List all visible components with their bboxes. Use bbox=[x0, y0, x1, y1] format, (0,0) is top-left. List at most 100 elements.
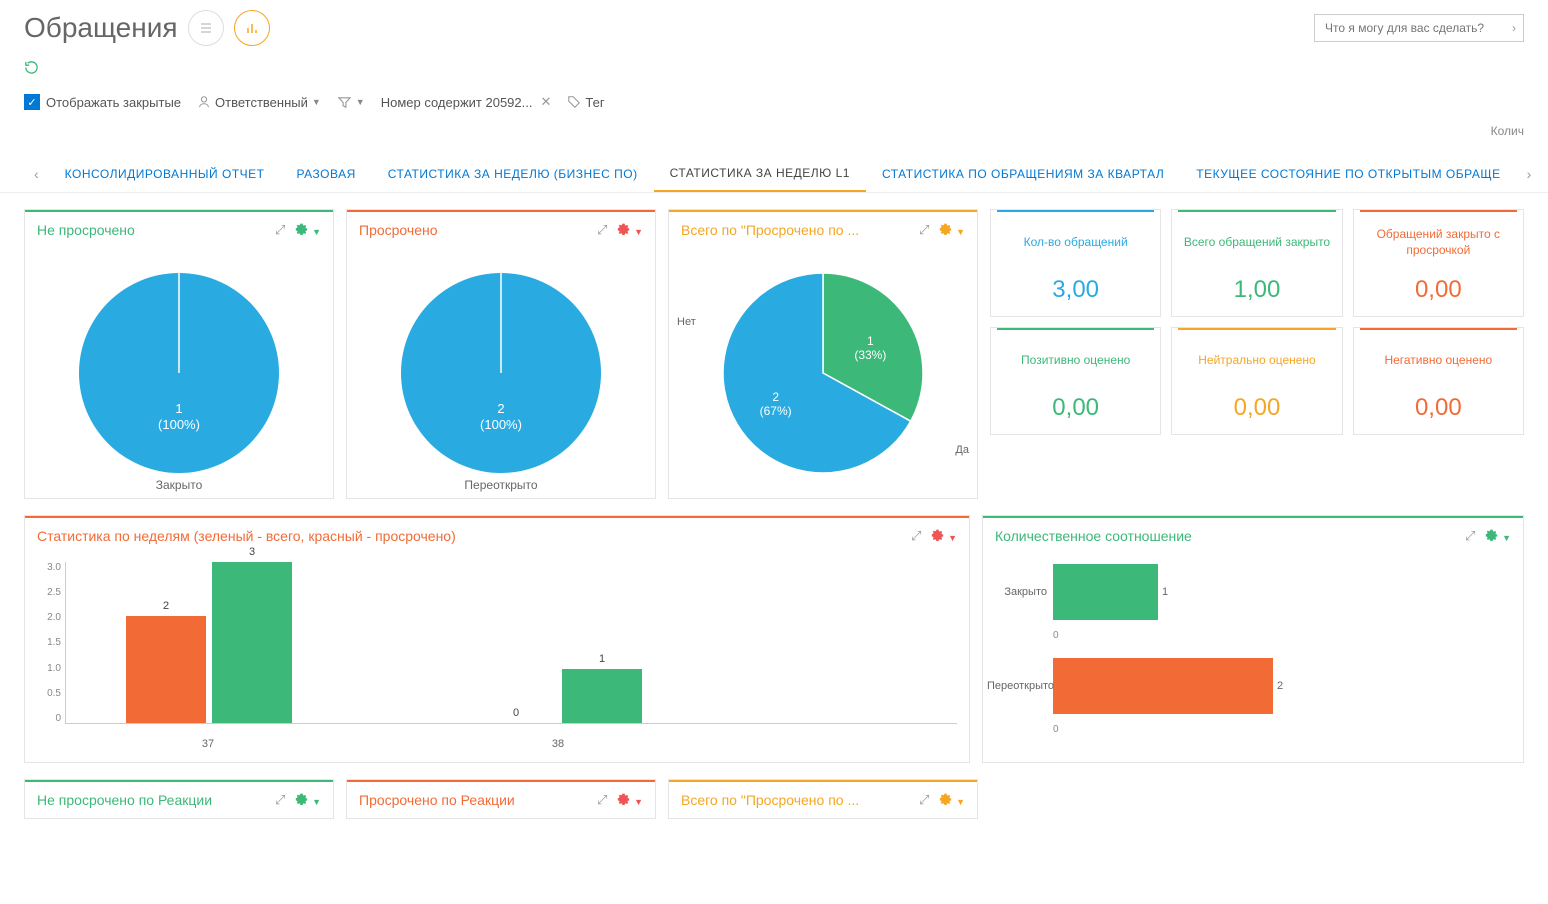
pie-panel-1: Просрочено ⤢ ▼ 2(100%) Переоткрыто bbox=[346, 209, 656, 499]
panel-title: Статистика по неделям (зеленый - всего, … bbox=[37, 528, 903, 544]
hbar-category: Закрыто bbox=[987, 586, 1047, 598]
tab-3[interactable]: СТАТИСТИКА ЗА НЕДЕЛЮ L1 bbox=[654, 156, 866, 192]
hbar-value: 1 bbox=[1162, 586, 1168, 598]
gear-icon[interactable]: ▼ bbox=[1485, 528, 1511, 544]
bottom-panel-2: Всего по "Просрочено по ... ⤢ ▼ bbox=[668, 779, 978, 819]
svg-text:(33%): (33%) bbox=[854, 348, 886, 362]
person-icon bbox=[197, 95, 211, 109]
kpi-title: Позитивно оценено bbox=[997, 338, 1154, 384]
expand-icon[interactable]: ⤢ bbox=[1465, 528, 1475, 544]
panel-title: Количественное соотношение bbox=[995, 528, 1457, 544]
expand-icon[interactable]: ⤢ bbox=[597, 792, 607, 808]
tab-0[interactable]: КОНСОЛИДИРОВАННЫЙ ОТЧЕТ bbox=[49, 157, 281, 191]
expand-icon[interactable]: ⤢ bbox=[911, 528, 921, 544]
gear-icon[interactable]: ▼ bbox=[617, 222, 643, 238]
tab-5[interactable]: ТЕКУЩЕЕ СОСТОЯНИЕ ПО ОТКРЫТЫМ ОБРАЩЕ bbox=[1180, 157, 1516, 191]
panel-title: Всего по "Просрочено по ... bbox=[681, 792, 911, 808]
pie-bottom-label: Переоткрыто bbox=[464, 478, 537, 492]
pie-chart: 2(100%) Переоткрыто bbox=[347, 248, 655, 498]
responsible-filter[interactable]: Ответственный ▼ bbox=[197, 95, 321, 110]
show-closed-checkbox[interactable]: ✓ Отображать закрытые bbox=[24, 94, 181, 110]
bar bbox=[212, 562, 292, 723]
svg-text:2: 2 bbox=[497, 401, 504, 416]
gear-icon[interactable]: ▼ bbox=[617, 792, 643, 808]
expand-icon[interactable]: ⤢ bbox=[919, 792, 929, 808]
pie-chart: 1(100%) Закрыто bbox=[25, 248, 333, 498]
hbar-axis-zero: 0 bbox=[1053, 630, 1059, 641]
tabs-next[interactable]: › bbox=[1517, 158, 1542, 190]
svg-text:(67%): (67%) bbox=[760, 404, 792, 418]
bar-value: 2 bbox=[163, 600, 169, 612]
expand-icon[interactable]: ⤢ bbox=[275, 792, 285, 808]
slice-side-label: Нет bbox=[677, 316, 696, 328]
kpi-title: Всего обращений закрыто bbox=[1178, 220, 1335, 266]
bar-chart: 3.02.52.01.51.00.50 2301 37 38 bbox=[25, 554, 969, 754]
kpi-title: Обращений закрыто с просрочкой bbox=[1360, 220, 1517, 266]
expand-icon[interactable]: ⤢ bbox=[919, 222, 929, 238]
search-box: › bbox=[1314, 14, 1524, 42]
hbar-rect bbox=[1053, 658, 1273, 714]
bar bbox=[562, 669, 642, 723]
expand-icon[interactable]: ⤢ bbox=[597, 222, 607, 238]
tab-2[interactable]: СТАТИСТИКА ЗА НЕДЕЛЮ (БИЗНЕС ПО) bbox=[372, 157, 654, 191]
gear-icon[interactable]: ▼ bbox=[295, 792, 321, 808]
plot-area: 2301 bbox=[65, 562, 957, 724]
bar-value: 3 bbox=[249, 546, 255, 558]
hbar-row: Переоткрыто 2 0 bbox=[1053, 658, 1503, 714]
refresh-icon[interactable] bbox=[24, 60, 39, 79]
kpi-card-1: Всего обращений закрыто 1,00 bbox=[1171, 209, 1342, 317]
x-category: 37 bbox=[202, 738, 214, 750]
number-filter[interactable]: Номер содержит 20592... ✕ bbox=[381, 94, 552, 110]
weekly-stats-panel: Статистика по неделям (зеленый - всего, … bbox=[24, 515, 970, 763]
hbar-axis-zero: 0 bbox=[1053, 724, 1059, 735]
kpi-value: 0,00 bbox=[1360, 276, 1517, 304]
gear-icon[interactable]: ▼ bbox=[931, 528, 957, 544]
kpi-title: Негативно оценено bbox=[1360, 338, 1517, 384]
slice-side-label: Да bbox=[955, 444, 969, 456]
panel-title: Не просрочено по Реакции bbox=[37, 792, 267, 808]
svg-text:1: 1 bbox=[175, 401, 182, 416]
kpi-value: 0,00 bbox=[1178, 394, 1335, 422]
kpi-title: Нейтрально оценено bbox=[1178, 338, 1335, 384]
filter-icon bbox=[337, 95, 352, 110]
view-chart-button[interactable] bbox=[234, 10, 270, 46]
svg-text:(100%): (100%) bbox=[480, 417, 522, 432]
svg-text:2: 2 bbox=[772, 390, 779, 404]
kpi-value: 1,00 bbox=[1178, 276, 1335, 304]
gear-icon[interactable]: ▼ bbox=[295, 222, 321, 238]
folder-filter[interactable]: ▼ bbox=[337, 95, 365, 110]
kpi-value: 0,00 bbox=[1360, 394, 1517, 422]
panel-title: Просрочено bbox=[359, 222, 589, 238]
pie-chart: 1(33%)2(67%) Нет Да bbox=[669, 248, 977, 498]
tabs-prev[interactable]: ‹ bbox=[24, 158, 49, 190]
pie-bottom-label: Закрыто bbox=[156, 478, 203, 492]
tag-icon bbox=[567, 95, 581, 109]
hbar-category: Переоткрыто bbox=[987, 680, 1047, 692]
svg-text:(100%): (100%) bbox=[158, 417, 200, 432]
kpi-title: Кол-во обращений bbox=[997, 220, 1154, 266]
hbar-chart: Закрыто 1 0 Переоткрыто 2 0 bbox=[983, 554, 1523, 762]
page-title: Обращения bbox=[24, 12, 178, 44]
expand-icon[interactable]: ⤢ bbox=[275, 222, 285, 238]
search-input[interactable] bbox=[1314, 14, 1524, 42]
tab-4[interactable]: СТАТИСТИКА ПО ОБРАЩЕНИЯМ ЗА КВАРТАЛ bbox=[866, 157, 1180, 191]
tab-1[interactable]: РАЗОВАЯ bbox=[280, 157, 371, 191]
x-category: 38 bbox=[552, 738, 564, 750]
check-icon: ✓ bbox=[24, 94, 40, 110]
y-axis: 3.02.52.01.51.00.50 bbox=[31, 562, 61, 724]
bar bbox=[126, 616, 206, 723]
show-closed-label: Отображать закрытые bbox=[46, 95, 181, 110]
kpi-card-4: Нейтрально оценено 0,00 bbox=[1171, 327, 1342, 435]
gear-icon[interactable]: ▼ bbox=[939, 792, 965, 808]
tag-filter[interactable]: Тег bbox=[567, 95, 604, 110]
kpi-value: 0,00 bbox=[997, 394, 1154, 422]
view-list-button[interactable] bbox=[188, 10, 224, 46]
gear-icon[interactable]: ▼ bbox=[939, 222, 965, 238]
hbar-value: 2 bbox=[1277, 680, 1283, 692]
kpi-value: 3,00 bbox=[997, 276, 1154, 304]
close-icon[interactable]: ✕ bbox=[540, 94, 551, 110]
ratio-panel: Количественное соотношение ⤢ ▼ Закрыто 1… bbox=[982, 515, 1524, 763]
hbar-rect bbox=[1053, 564, 1158, 620]
kpi-card-5: Негативно оценено 0,00 bbox=[1353, 327, 1524, 435]
kpi-card-2: Обращений закрыто с просрочкой 0,00 bbox=[1353, 209, 1524, 317]
